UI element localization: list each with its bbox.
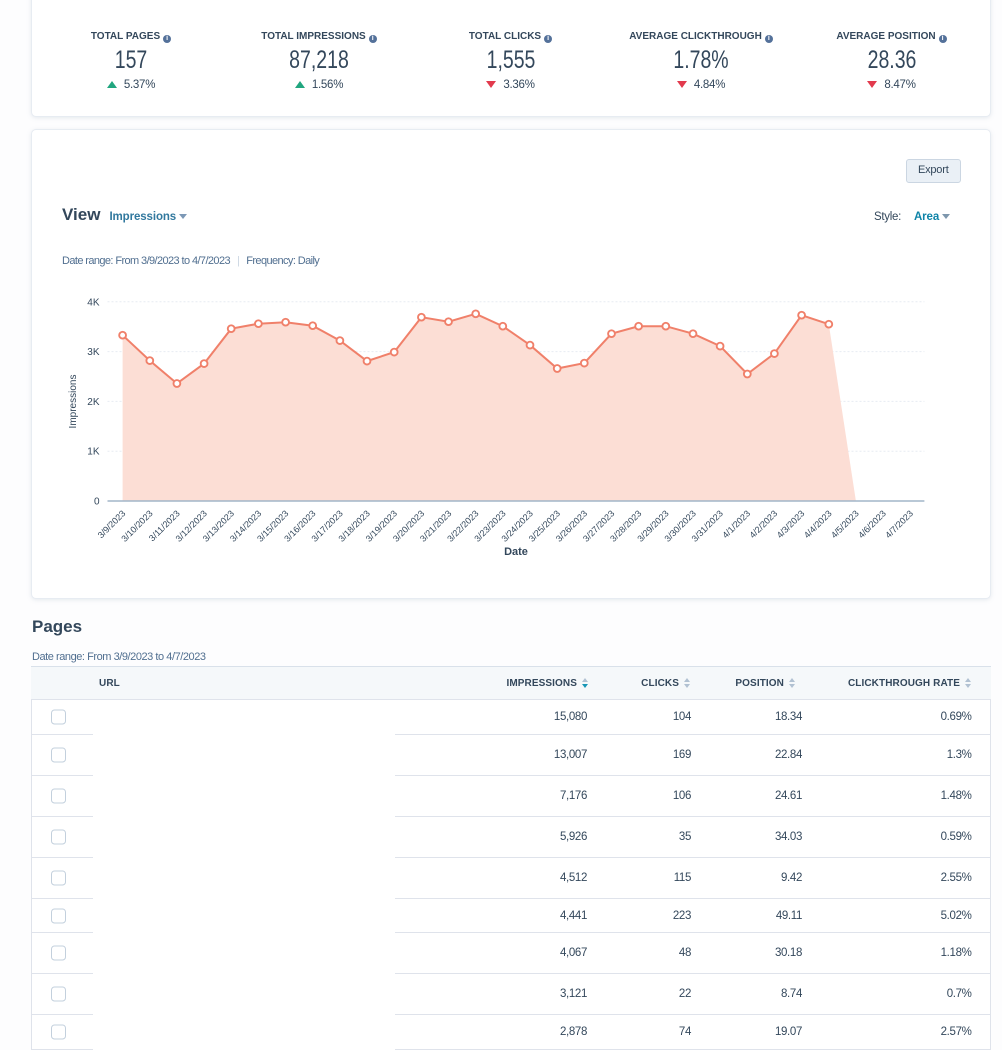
svg-text:Impressions: Impressions (68, 375, 79, 429)
svg-text:4/2/2023: 4/2/2023 (747, 508, 779, 540)
svg-text:1K: 1K (87, 447, 100, 458)
svg-text:4K: 4K (87, 297, 100, 308)
svg-text:4/3/2023: 4/3/2023 (775, 508, 807, 540)
svg-text:4/4/2023: 4/4/2023 (802, 508, 834, 540)
svg-text:2K: 2K (87, 397, 100, 408)
svg-text:4/7/2023: 4/7/2023 (883, 508, 915, 540)
svg-text:4/6/2023: 4/6/2023 (856, 508, 888, 540)
svg-text:3K: 3K (87, 347, 100, 358)
svg-text:Date: Date (504, 546, 528, 558)
svg-text:0: 0 (94, 497, 100, 508)
svg-text:4/5/2023: 4/5/2023 (829, 508, 861, 540)
svg-text:4/1/2023: 4/1/2023 (720, 508, 752, 540)
